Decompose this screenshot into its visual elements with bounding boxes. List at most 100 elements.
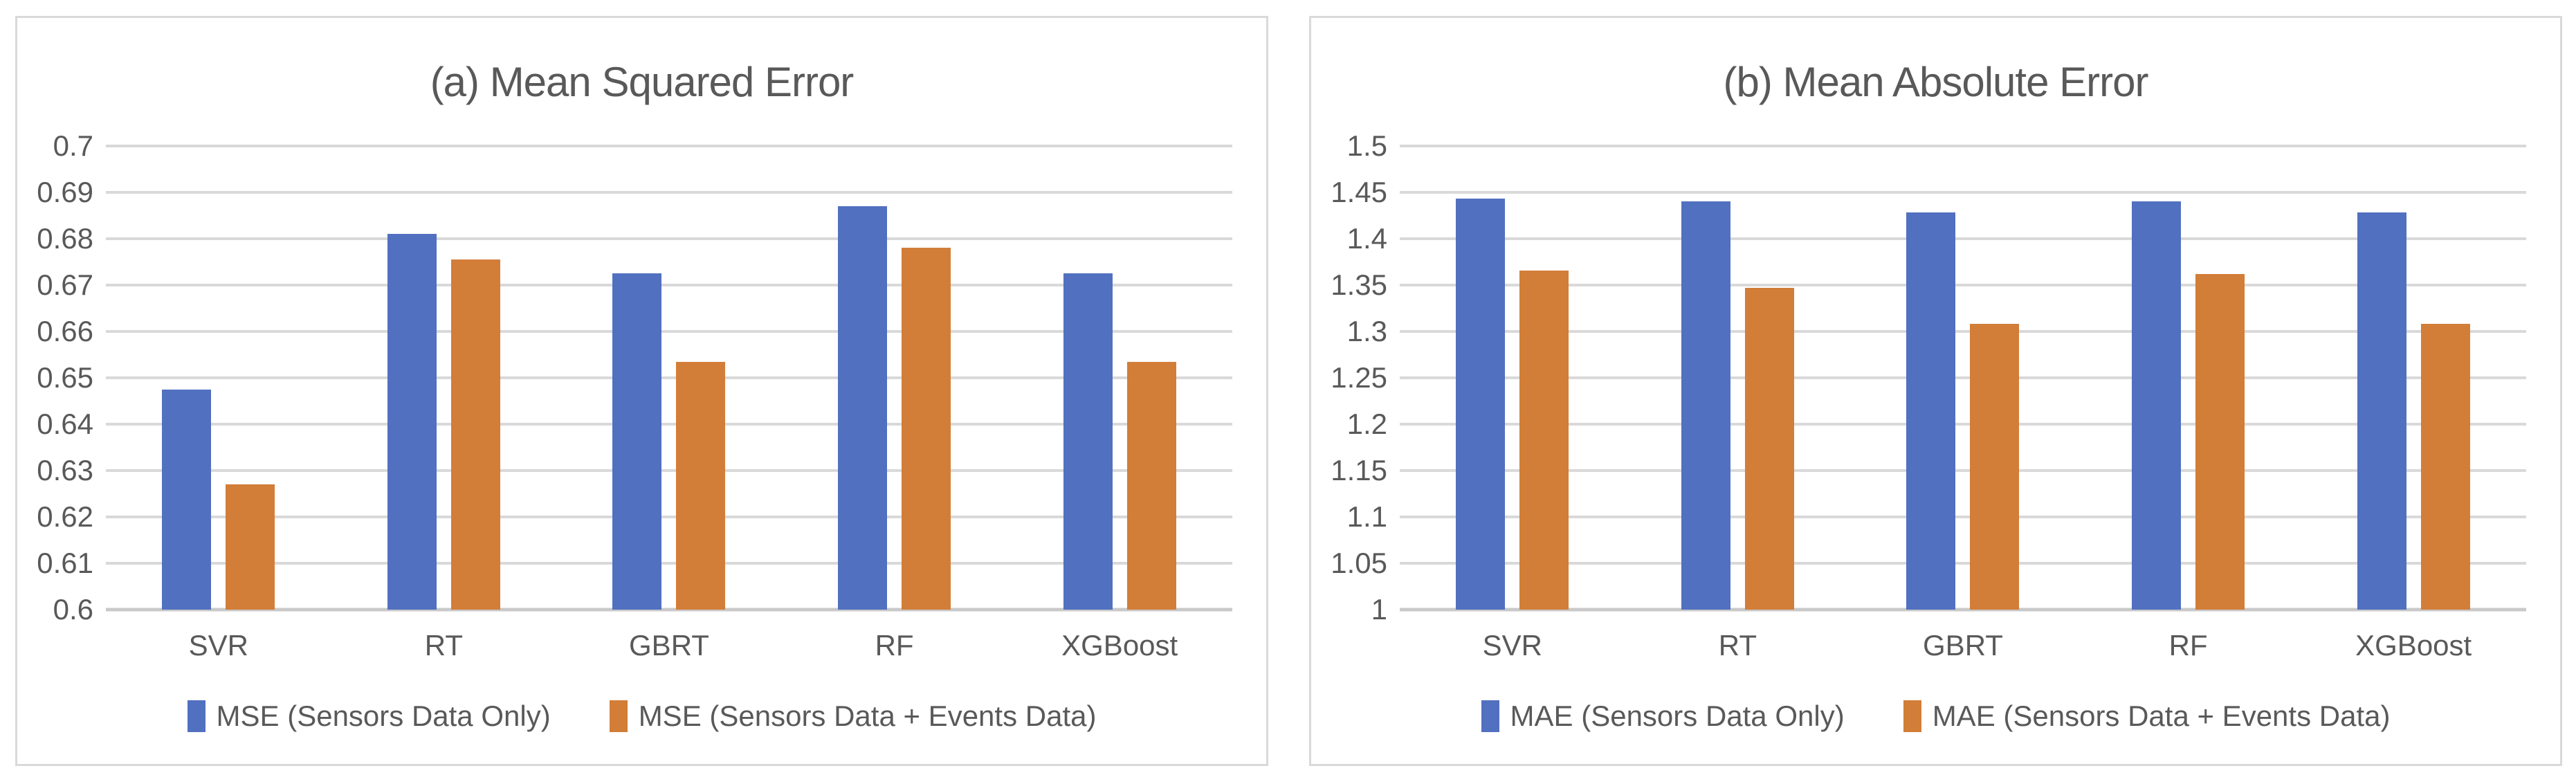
x-category-label: XGBoost bbox=[2355, 629, 2472, 662]
bar-series2-gbrt bbox=[676, 361, 726, 610]
bar-series1-rf bbox=[2132, 201, 2182, 610]
x-category-label: SVR bbox=[188, 629, 248, 662]
y-tick-label: 0.61 bbox=[37, 547, 93, 579]
gridline bbox=[1400, 284, 2526, 286]
legend-swatch-series1-icon bbox=[1481, 700, 1499, 732]
bar-series2-rf bbox=[902, 248, 951, 610]
x-category-label: RT bbox=[424, 629, 463, 662]
gridline bbox=[106, 516, 1232, 518]
legend-label-mse-sensors-events: MSE (Sensors Data + Events Data) bbox=[638, 700, 1097, 732]
bar-series2-gbrt bbox=[1970, 324, 2020, 610]
x-category-label: XGBoost bbox=[1061, 629, 1178, 662]
y-tick-label: 1.5 bbox=[1346, 129, 1387, 162]
gridline bbox=[1400, 330, 2526, 333]
legend-item-mse-sensors-events: MSE (Sensors Data + Events Data) bbox=[609, 700, 1097, 733]
y-tick-label: 0.66 bbox=[37, 315, 93, 347]
gridline bbox=[106, 284, 1232, 286]
y-tick-label: 1.3 bbox=[1346, 315, 1387, 347]
bar-group-rt: RT bbox=[331, 146, 557, 662]
axis-baseline bbox=[1400, 608, 2526, 612]
x-category-label: SVR bbox=[1482, 629, 1542, 662]
y-tick-label: 0.68 bbox=[37, 222, 93, 255]
y-tick-label: 1.4 bbox=[1346, 222, 1387, 255]
gridline bbox=[106, 145, 1232, 147]
bar-group-gbrt: GBRT bbox=[556, 146, 782, 662]
gridline bbox=[106, 423, 1232, 426]
y-tick-label: 1.05 bbox=[1331, 547, 1387, 579]
legend-swatch-series1-icon bbox=[187, 700, 205, 732]
x-category-label: RF bbox=[2168, 629, 2208, 662]
bar-series2-rf bbox=[2195, 273, 2245, 610]
legend-swatch-series2-icon bbox=[1903, 700, 1921, 732]
bar-series2-xgboost bbox=[2420, 324, 2470, 610]
y-tick-label: 0.63 bbox=[37, 454, 93, 486]
gridline bbox=[1400, 237, 2526, 240]
legend-label-mae-sensors-only: MAE (Sensors Data Only) bbox=[1510, 700, 1845, 732]
legend-item-mse-sensors-only: MSE (Sensors Data Only) bbox=[187, 700, 551, 733]
gridline bbox=[1400, 191, 2526, 194]
y-tick-label: 1 bbox=[1371, 593, 1387, 626]
bar-series2-svr bbox=[1519, 270, 1569, 610]
bar-group-gbrt: GBRT bbox=[1850, 146, 2076, 662]
bar-series1-svr bbox=[1456, 199, 1506, 610]
y-tick-label: 1.25 bbox=[1331, 361, 1387, 394]
y-tick-label: 0.64 bbox=[37, 408, 93, 440]
gridline bbox=[106, 562, 1232, 565]
y-tick-label: 0.62 bbox=[37, 500, 93, 533]
chart-panel-mse: (a) Mean Squared Error 0.7 0.69 0.68 0.67 0.… bbox=[15, 16, 1268, 766]
bar-group-xgboost: XGBoost bbox=[1007, 146, 1232, 662]
x-category-label: RF bbox=[875, 629, 914, 662]
legend-item-mae-sensors-only: MAE (Sensors Data Only) bbox=[1481, 700, 1845, 733]
legend-swatch-series2-icon bbox=[609, 700, 628, 732]
bar-series2-rt bbox=[1744, 288, 1794, 610]
y-tick-label: 1.45 bbox=[1331, 176, 1387, 208]
bar-series1-xgboost bbox=[1063, 273, 1113, 610]
gridline bbox=[106, 237, 1232, 240]
bar-group-rf: RF bbox=[2076, 146, 2301, 662]
bar-series1-gbrt bbox=[1906, 212, 1956, 610]
y-tick-label: 0.6 bbox=[53, 593, 93, 626]
y-tick-label: 1.2 bbox=[1346, 408, 1387, 440]
bar-groups: SVR RT GBRT RF XGBoost bbox=[106, 146, 1232, 662]
gridline bbox=[1400, 145, 2526, 147]
gridline bbox=[1400, 376, 2526, 379]
bar-series2-rt bbox=[450, 259, 500, 610]
bar-group-svr: SVR bbox=[106, 146, 331, 662]
x-category-label: RT bbox=[1718, 629, 1757, 662]
bar-group-rf: RF bbox=[782, 146, 1007, 662]
gridline bbox=[1400, 516, 2526, 518]
gridline bbox=[106, 191, 1232, 194]
bar-group-rt: RT bbox=[1625, 146, 1851, 662]
bar-series2-svr bbox=[226, 484, 275, 610]
y-tick-label: 1.15 bbox=[1331, 454, 1387, 486]
y-tick-label: 0.67 bbox=[37, 268, 93, 301]
y-tick-label: 0.69 bbox=[37, 176, 93, 208]
gridline bbox=[1400, 562, 2526, 565]
plot-area-mae: 1.5 1.45 1.4 1.35 1.3 1.25 1.2 1.15 1.1 1.05 1 SVR R… bbox=[1331, 129, 2526, 662]
y-tick-label: 0.65 bbox=[37, 361, 93, 394]
bar-series1-gbrt bbox=[612, 273, 662, 610]
x-category-label: GBRT bbox=[629, 629, 709, 662]
bar-group-svr: SVR bbox=[1400, 146, 1625, 662]
bar-series1-rt bbox=[1681, 201, 1730, 610]
y-tick-label: 1.35 bbox=[1331, 268, 1387, 301]
legend-item-mae-sensors-events: MAE (Sensors Data + Events Data) bbox=[1903, 700, 2391, 733]
y-tick-label: 1.1 bbox=[1346, 500, 1387, 533]
bar-series1-svr bbox=[162, 389, 212, 610]
legend-mae: MAE (Sensors Data Only) MAE (Sensors Dat… bbox=[1311, 700, 2560, 733]
gridline bbox=[106, 376, 1232, 379]
gridline bbox=[1400, 469, 2526, 472]
bar-group-xgboost: XGBoost bbox=[2301, 146, 2526, 662]
axis-baseline bbox=[106, 608, 1232, 612]
chart-title-mse: (a) Mean Squared Error bbox=[430, 59, 855, 105]
bar-series2-xgboost bbox=[1126, 361, 1176, 610]
legend-label-mae-sensors-events: MAE (Sensors Data + Events Data) bbox=[1932, 700, 2391, 732]
legend-label-mse-sensors-only: MSE (Sensors Data Only) bbox=[216, 700, 551, 732]
y-tick-label: 0.7 bbox=[53, 129, 93, 162]
legend-mse: MSE (Sensors Data Only) MSE (Sensors Dat… bbox=[17, 700, 1266, 733]
chart-title-mae: (b) Mean Absolute Error bbox=[1723, 59, 2149, 105]
bar-series1-rf bbox=[838, 206, 888, 610]
plot-area-mse: 0.7 0.69 0.68 0.67 0.66 0.65 0.64 0.63 0.62 0.61 0… bbox=[37, 129, 1232, 662]
gridline bbox=[106, 330, 1232, 333]
bar-groups: SVR RT GBRT RF XGBoost bbox=[1400, 146, 2526, 662]
